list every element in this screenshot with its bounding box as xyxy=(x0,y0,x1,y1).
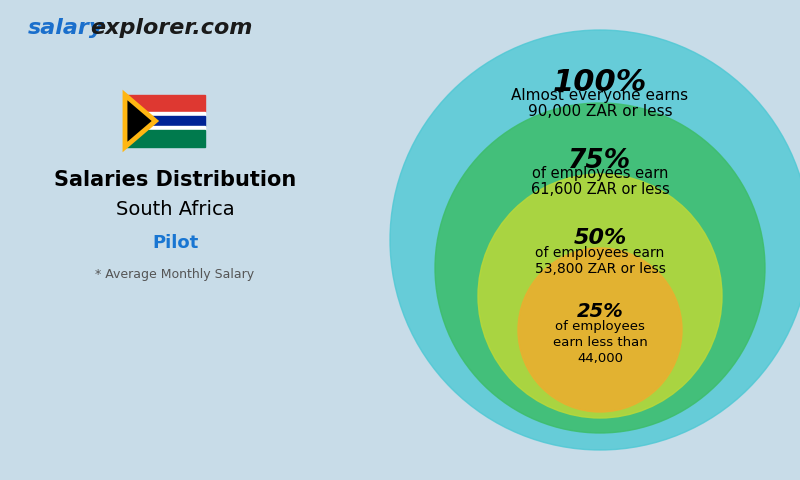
Bar xyxy=(125,126,205,130)
Bar xyxy=(125,95,205,112)
Text: 90,000 ZAR or less: 90,000 ZAR or less xyxy=(528,104,672,119)
Bar xyxy=(125,112,205,116)
Text: 100%: 100% xyxy=(553,68,647,97)
Text: of employees earn: of employees earn xyxy=(535,246,665,260)
Circle shape xyxy=(390,30,800,450)
Text: of employees earn: of employees earn xyxy=(532,166,668,181)
Circle shape xyxy=(518,248,682,412)
Bar xyxy=(125,116,205,126)
Text: Pilot: Pilot xyxy=(152,234,198,252)
Text: 53,800 ZAR or less: 53,800 ZAR or less xyxy=(534,262,666,276)
Text: * Average Monthly Salary: * Average Monthly Salary xyxy=(95,268,254,281)
Text: Almost everyone earns: Almost everyone earns xyxy=(511,88,689,103)
Text: of employees: of employees xyxy=(555,320,645,333)
Polygon shape xyxy=(125,95,155,147)
Text: South Africa: South Africa xyxy=(116,200,234,219)
Text: 61,600 ZAR or less: 61,600 ZAR or less xyxy=(530,182,670,197)
Text: 75%: 75% xyxy=(569,148,631,174)
Circle shape xyxy=(478,174,722,418)
Text: Salaries Distribution: Salaries Distribution xyxy=(54,170,296,190)
Circle shape xyxy=(435,103,765,433)
Text: 50%: 50% xyxy=(574,228,626,248)
Text: 25%: 25% xyxy=(577,302,623,321)
Text: salary: salary xyxy=(28,18,104,38)
Bar xyxy=(125,130,205,147)
Text: earn less than: earn less than xyxy=(553,336,647,349)
Text: explorer.com: explorer.com xyxy=(90,18,252,38)
Text: 44,000: 44,000 xyxy=(577,352,623,365)
